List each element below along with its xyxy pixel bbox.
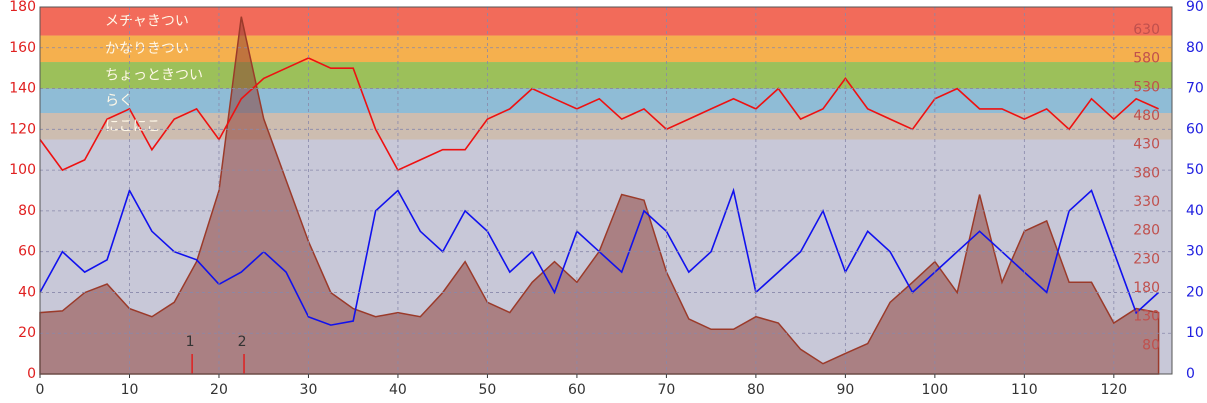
y2-tick-label: 90 — [1186, 0, 1204, 15]
zone-band — [40, 7, 1172, 36]
y2-tick-label: 20 — [1186, 284, 1204, 300]
zone-label: らく — [105, 93, 133, 109]
x-tick-label: 110 — [1011, 382, 1038, 398]
x-tick-label: 30 — [300, 382, 318, 398]
y2-tick-label: 70 — [1186, 81, 1204, 97]
marker-label: 2 — [238, 334, 247, 350]
zone-label: にこにこ — [105, 118, 160, 134]
x-tick-label: 10 — [121, 382, 139, 398]
y-tick-label: 80 — [18, 203, 36, 219]
y-tick-label: 60 — [18, 244, 36, 260]
y2-tick-label: 60 — [1186, 121, 1204, 137]
zone-band — [40, 62, 1172, 89]
plot-frame — [39, 6, 1173, 375]
elevation-area — [39, 16, 1160, 375]
y-tick-label: 0 — [27, 366, 36, 382]
x-tick-label: 50 — [479, 382, 497, 398]
y2-tick-label: 10 — [1186, 325, 1204, 341]
y3-tick-label: 130 — [1133, 309, 1160, 325]
y2-tick-label: 80 — [1186, 40, 1204, 56]
x-tick-label: 120 — [1100, 382, 1127, 398]
y-tick-label: 100 — [9, 162, 36, 178]
zone-label: ちょっときつい — [105, 67, 203, 83]
x-tick-label: 90 — [836, 382, 854, 398]
y3-tick-label: 180 — [1133, 280, 1160, 296]
y3-tick-label: 80 — [1142, 337, 1160, 353]
x-tick-label: 60 — [568, 382, 586, 398]
y-tick-label: 20 — [18, 325, 36, 341]
y2-tick-label: 0 — [1186, 366, 1195, 382]
series-line — [39, 57, 1159, 172]
y2-tick-label: 40 — [1186, 203, 1204, 219]
x-tick-label: 100 — [921, 382, 948, 398]
y3-tick-label: 280 — [1133, 223, 1160, 239]
y3-tick-label: 630 — [1133, 22, 1160, 38]
y3-tick-label: 230 — [1133, 251, 1160, 267]
y3-tick-label: 580 — [1133, 51, 1160, 67]
y-tick-label: 120 — [9, 121, 36, 137]
zone-band — [40, 35, 1172, 63]
y-tick-label: 40 — [18, 284, 36, 300]
x-tick-label: 40 — [389, 382, 407, 398]
marker-label: 1 — [186, 334, 195, 350]
y-tick-label: 140 — [9, 81, 36, 97]
x-tick-label: 70 — [657, 382, 675, 398]
y3-tick-label: 430 — [1133, 137, 1160, 153]
y3-tick-label: 530 — [1133, 79, 1160, 95]
y-tick-label: 180 — [9, 0, 36, 15]
zone-label: メチャきつい — [105, 13, 189, 29]
y2-tick-label: 30 — [1186, 244, 1204, 260]
x-tick-label: 0 — [36, 382, 45, 398]
y3-tick-label: 330 — [1133, 194, 1160, 210]
y3-tick-label: 480 — [1133, 108, 1160, 124]
x-tick-label: 80 — [747, 382, 765, 398]
y2-tick-label: 50 — [1186, 162, 1204, 178]
x-tick-label: 20 — [210, 382, 228, 398]
y3-tick-label: 380 — [1133, 165, 1160, 181]
zone-label: かなりきつい — [105, 41, 189, 57]
y-tick-label: 160 — [9, 40, 36, 56]
